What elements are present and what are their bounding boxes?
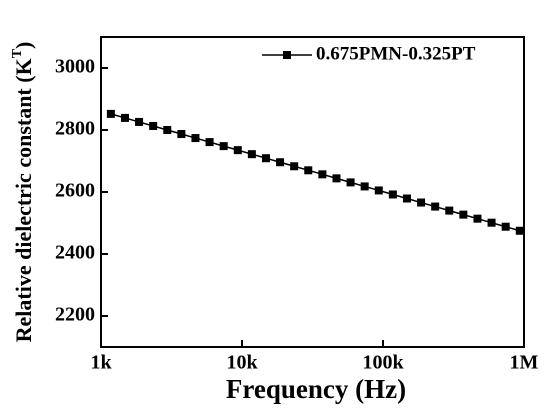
point: [459, 210, 468, 219]
point: [318, 170, 327, 179]
point: [360, 182, 369, 191]
legend-label: 0.675PMN-0.325PT: [316, 43, 476, 64]
y-tick-label: 2600: [55, 180, 95, 202]
point: [163, 126, 172, 134]
y-tick-label: 2800: [55, 118, 95, 140]
point: [261, 154, 270, 163]
y-axis-label: Relative dielectric constant (KT): [10, 42, 36, 343]
point: [135, 117, 144, 126]
point: [304, 166, 313, 175]
legend-marker: [283, 51, 291, 59]
point: [219, 142, 228, 151]
point: [233, 146, 242, 155]
point: [346, 178, 355, 187]
y-tick-label: 3000: [55, 56, 95, 78]
point: [106, 109, 115, 118]
point: [177, 130, 186, 139]
point: [276, 158, 285, 167]
point: [487, 218, 496, 227]
y-label-text: Relative dielectric constant (K: [11, 58, 36, 342]
point: [388, 190, 397, 199]
point: [402, 194, 411, 203]
x-tick-label: 10k: [226, 352, 258, 374]
y-label-sup: T: [10, 48, 25, 58]
point: [501, 222, 510, 231]
plot-frame: [100, 36, 525, 348]
y-tick-label: 2200: [55, 304, 95, 326]
x-tick-label: 1k: [90, 352, 112, 374]
series-line: [110, 113, 520, 232]
point: [290, 162, 299, 171]
y-tick-label: 2400: [55, 242, 95, 264]
y-label-end: ): [11, 42, 36, 49]
point: [515, 226, 524, 235]
point: [445, 206, 454, 215]
point: [374, 186, 383, 195]
x-tick-label: 100k: [362, 352, 404, 374]
point: [205, 138, 214, 147]
point: [417, 198, 426, 207]
point: [332, 174, 341, 183]
x-axis-label: Frequency (Hz): [226, 374, 406, 404]
point: [247, 150, 256, 159]
x-tick-label: 1M: [510, 352, 539, 374]
point: [149, 121, 158, 130]
point: [120, 113, 129, 122]
point: [473, 214, 482, 223]
point: [431, 202, 440, 211]
point: [191, 134, 200, 143]
